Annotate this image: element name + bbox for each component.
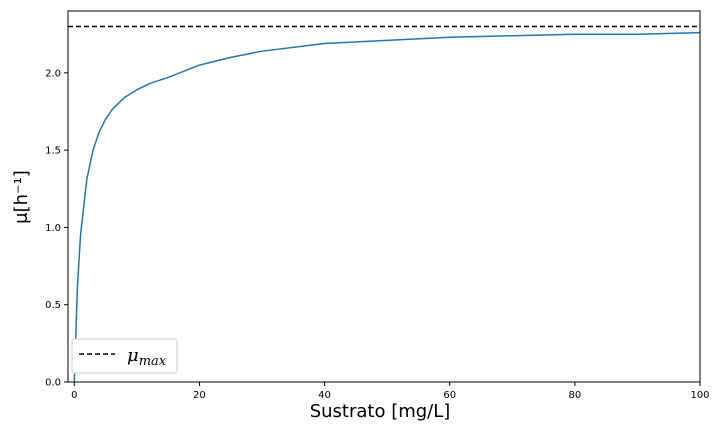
growth-curve-line bbox=[73, 31, 701, 383]
y-tick-label: 1.5 bbox=[45, 146, 61, 157]
x-tick-label: 100 bbox=[690, 390, 709, 401]
legend-label-sub: max bbox=[139, 354, 167, 369]
x-tick-label: 40 bbox=[318, 390, 331, 401]
x-tick-label: 0 bbox=[71, 390, 77, 401]
plot-frame bbox=[67, 10, 701, 383]
x-axis-ticks: 0 20 40 60 80 100 bbox=[71, 382, 710, 401]
series-layer bbox=[68, 25, 701, 383]
y-axis-ticks: 0.0 0.5 1.0 1.5 2.0 bbox=[45, 68, 68, 389]
y-axis-label: μ[h⁻¹] bbox=[11, 170, 32, 224]
legend-label-mumax: μmax bbox=[127, 345, 167, 369]
x-tick-label: 20 bbox=[193, 390, 206, 401]
y-tick-label: 2.0 bbox=[45, 68, 61, 79]
legend-label-main: μ bbox=[127, 345, 139, 366]
legend-box bbox=[71, 338, 178, 374]
y-tick-label: 0.5 bbox=[45, 300, 61, 311]
x-tick-label: 80 bbox=[568, 390, 581, 401]
y-tick-label: 0.0 bbox=[45, 378, 61, 389]
y-tick-label: 1.0 bbox=[45, 223, 61, 234]
x-tick-label: 60 bbox=[443, 390, 456, 401]
x-axis-label: Sustrato [mg/L] bbox=[310, 401, 451, 422]
legend: μmax bbox=[71, 338, 178, 374]
